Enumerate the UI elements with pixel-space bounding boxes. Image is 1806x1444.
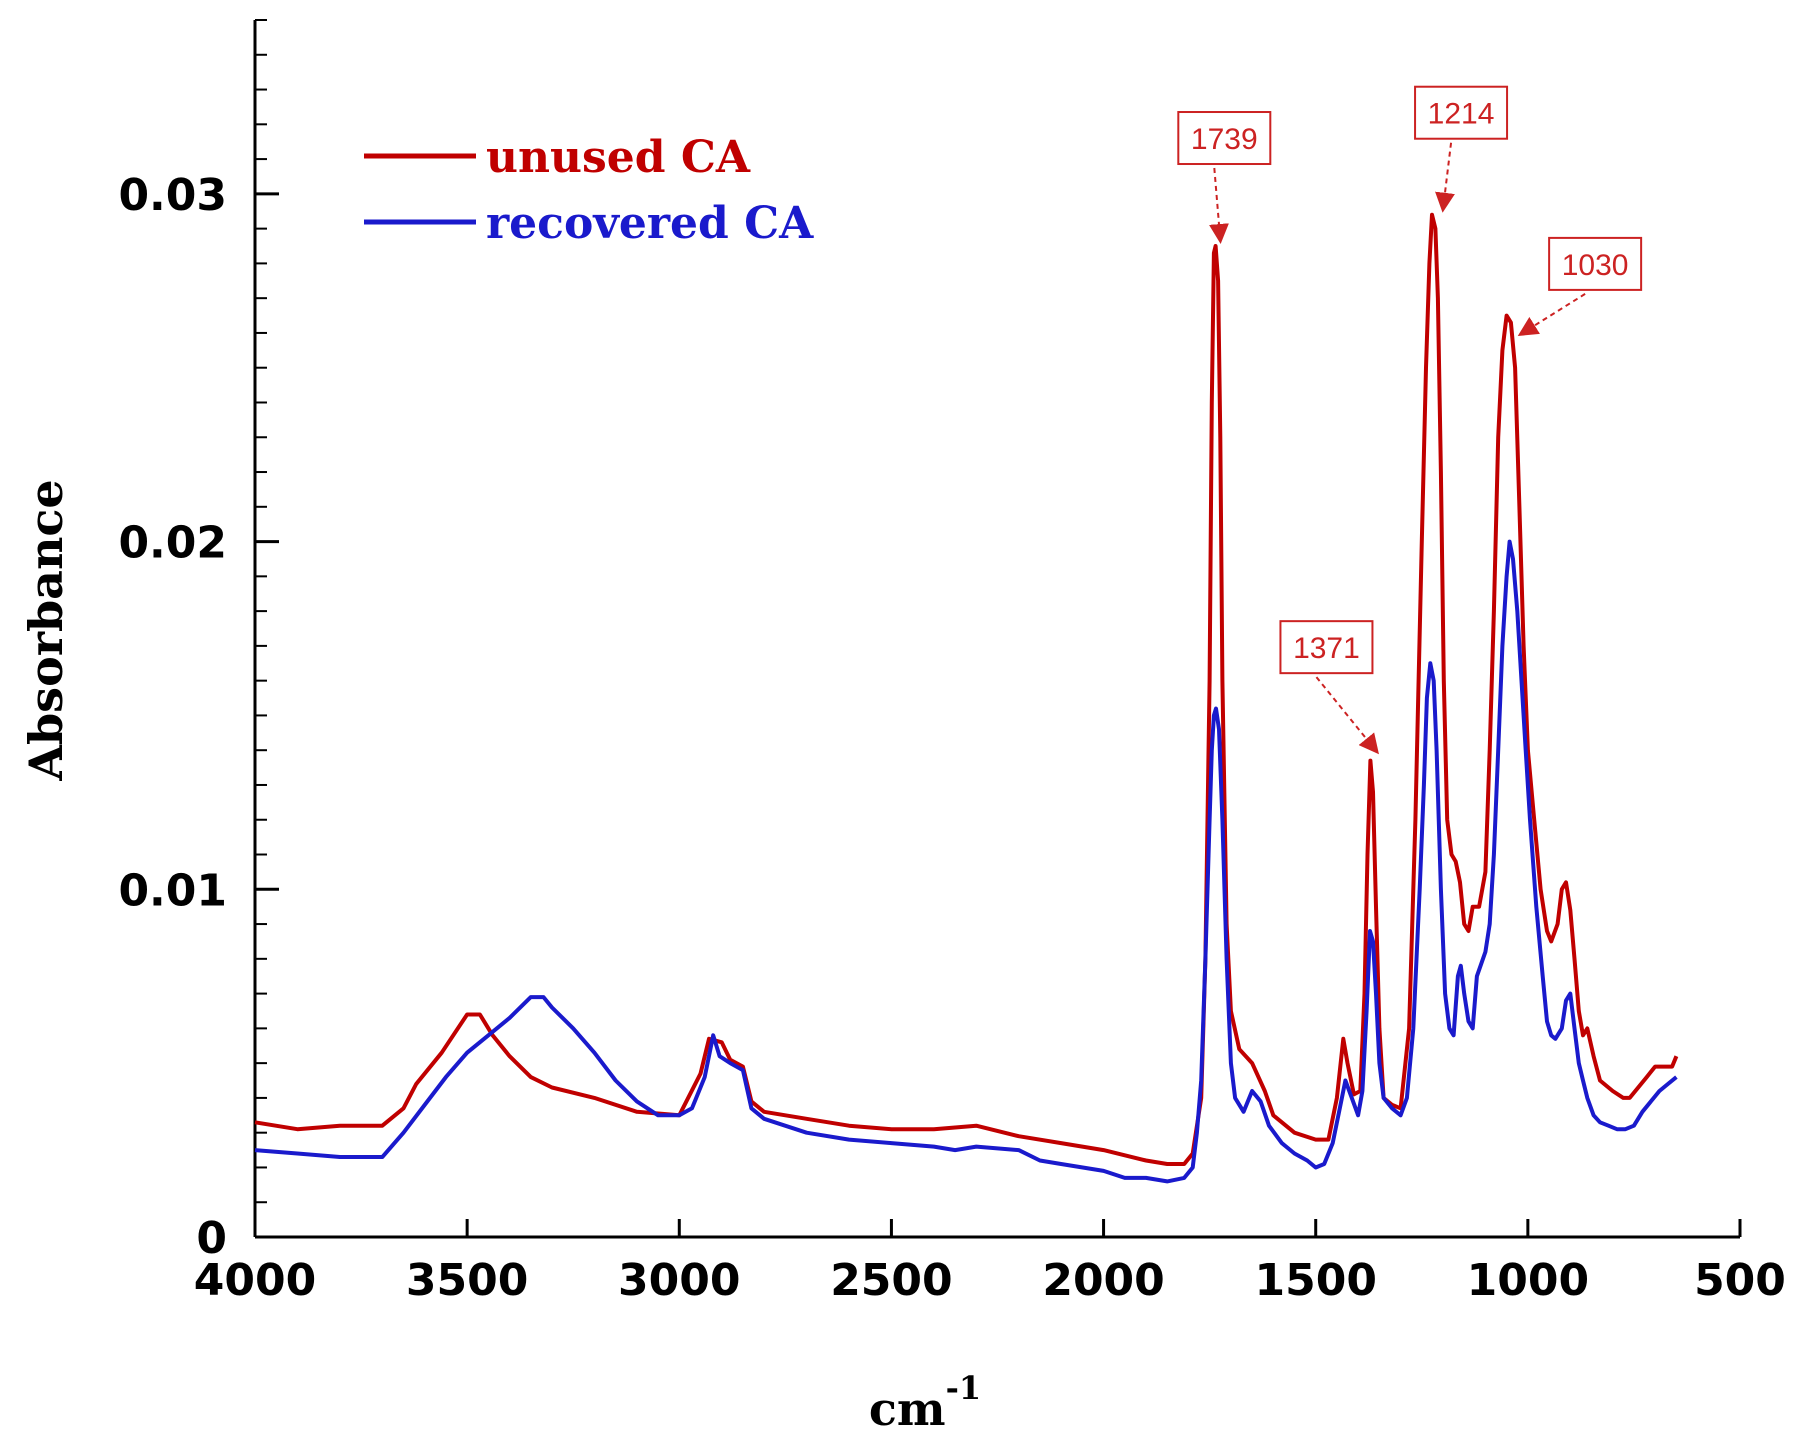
x-axis-title-superscript: -1 [946,1369,982,1407]
annotation-label-1371: 1371 [1293,632,1360,665]
series-line-recovered-ca [254,539,1678,1184]
y-tick-group: 0 0.01 0.02 0.03 [118,170,279,1264]
annotation-box-1371 [1279,620,1374,675]
annotation-arrow-1030 [1517,293,1586,337]
x-axis-title: cm-1 [869,1369,981,1436]
y-tick-label: 0.02 [118,518,227,569]
x-tick-label: 4000 [194,1255,316,1306]
x-tick-label: 500 [1694,1255,1786,1306]
x-tick-label: 2000 [1042,1255,1164,1306]
annotation-arrow-1739 [1209,167,1229,245]
legend-label-recovered-ca: recovered CA [486,198,814,249]
y-axis-title: Absorbance [19,479,73,781]
x-tick-label: 3500 [406,1255,528,1306]
peak-annotations: 1739 1214 1030 1371 [1177,85,1643,755]
legend: unused CA recovered CA [364,132,814,249]
annotation-label-1030: 1030 [1562,249,1629,282]
legend-label-unused-ca: unused CA [486,132,751,183]
y-tick-label: 0.01 [118,865,227,916]
x-tick-label: 3000 [618,1255,740,1306]
annotation-arrow-1214 [1435,142,1455,213]
annotation-box-1030 [1548,236,1643,291]
y-tick-label: 0.03 [118,170,227,221]
x-tick-label: 1500 [1254,1255,1376,1306]
series-group [254,212,1679,1184]
x-tick-label: 1000 [1467,1255,1589,1306]
x-axis-title-base: cm [869,1382,946,1436]
x-tick-label: 2500 [830,1255,952,1306]
annotation-box-1214 [1414,85,1509,140]
x-tick-group: 4000 3500 3000 2500 2000 1500 1000 500 [194,1219,1786,1306]
annotation-arrow-1371 [1315,676,1379,755]
annotation-label-1214: 1214 [1428,98,1495,131]
axes [253,20,1740,1239]
series-line-unused-ca [254,212,1679,1166]
annotation-label-1739: 1739 [1191,123,1258,156]
y-tick-label: 0 [196,1213,227,1264]
annotation-box-1739 [1177,111,1272,166]
y-minor-ticks [255,19,267,1238]
